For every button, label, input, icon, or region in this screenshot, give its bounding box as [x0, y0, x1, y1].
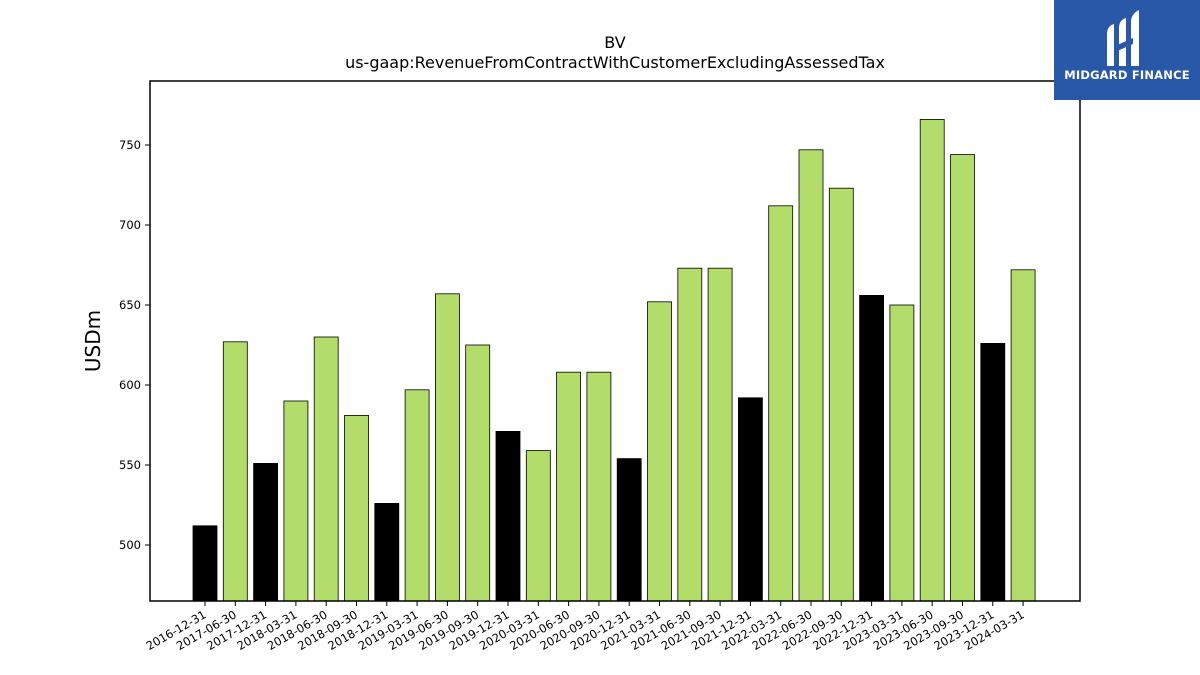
chart-subtitle: us-gaap:RevenueFromContractWithCustomerE… [345, 53, 885, 72]
bar-2018-12-31 [374, 502, 400, 602]
bar-2021-06-30 [677, 267, 703, 602]
y-axis: 500 550 600 650 700 750 [119, 138, 150, 552]
chart-title: BV [604, 33, 625, 52]
bar-2021-09-30 [707, 267, 733, 602]
bar-2018-03-31 [283, 400, 309, 602]
bar-2021-03-31 [647, 301, 672, 602]
y-tick-label: 500 [119, 538, 141, 552]
bar-2022-12-31 [859, 294, 884, 602]
y-tick-label: 750 [119, 138, 141, 152]
bar-2018-09-30 [344, 414, 369, 602]
x-axis: 2016-12-312017-06-302017-12-312018-03-31… [144, 601, 1027, 653]
bars-group [192, 119, 1036, 602]
bar-2019-03-31 [404, 389, 430, 602]
y-tick-label: 550 [119, 458, 141, 472]
bar-2017-06-30 [222, 341, 248, 602]
bar-2023-03-31 [889, 304, 915, 602]
bar-2020-06-30 [556, 371, 581, 602]
bar-2023-09-30 [950, 154, 975, 602]
bar-2018-06-30 [313, 336, 339, 602]
bar-2020-03-31 [525, 450, 551, 602]
bar-2022-09-30 [828, 187, 854, 602]
bar-2019-09-30 [465, 344, 491, 602]
y-axis-label: USDm [81, 310, 105, 372]
logo-text: MIDGARD FINANCE [1064, 68, 1190, 82]
midgard-finance-logo: MIDGARD FINANCE [1054, 0, 1200, 100]
y-tick-label: 600 [119, 378, 141, 392]
bar-2022-06-30 [798, 149, 824, 602]
bar-2023-06-30 [919, 119, 945, 602]
bar-2019-12-31 [495, 430, 521, 602]
midgard-logo-mark-icon [1107, 10, 1139, 66]
bar-2021-12-31 [738, 397, 763, 602]
bar-2017-12-31 [253, 462, 279, 602]
y-tick-label: 700 [119, 218, 141, 232]
bar-2019-06-30 [434, 293, 460, 602]
bar-2020-09-30 [586, 371, 612, 602]
bar-2023-12-31 [980, 342, 1006, 602]
plot-frame [149, 80, 1081, 602]
bar-2016-12-31 [192, 525, 218, 602]
bar-2024-03-31 [1010, 269, 1036, 602]
bar-2020-12-31 [616, 458, 642, 602]
bar-2022-03-31 [768, 205, 794, 602]
y-tick-label: 650 [119, 298, 141, 312]
